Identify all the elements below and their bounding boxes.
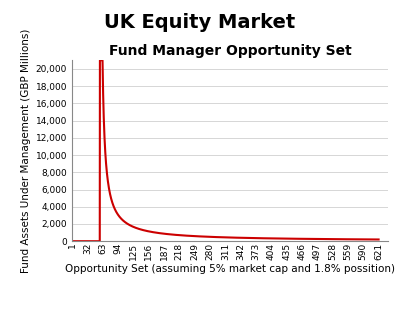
Title: Fund Manager Opportunity Set: Fund Manager Opportunity Set — [109, 44, 351, 58]
Text: UK Equity Market: UK Equity Market — [104, 13, 296, 32]
X-axis label: Opportunity Set (assuming 5% market cap and 1.8% possition): Opportunity Set (assuming 5% market cap … — [65, 264, 395, 274]
Y-axis label: Fund Assets Under Management (GBP Millions): Fund Assets Under Management (GBP Millio… — [22, 28, 32, 273]
